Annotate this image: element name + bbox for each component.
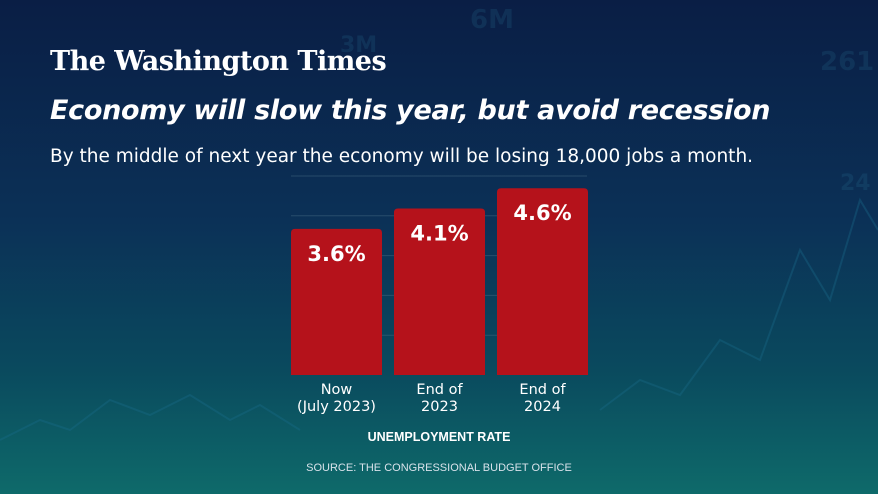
headline: Economy will slow this year, but avoid r… [50, 95, 771, 126]
svg-text:261: 261 [820, 47, 874, 77]
bar-value-label-1: 3.6% [307, 242, 365, 266]
x-tick-label-2: 2023 [421, 399, 458, 415]
svg-text:3M: 3M [340, 33, 377, 58]
bar-3 [497, 188, 588, 375]
bar-value-label-3: 4.6% [513, 201, 571, 225]
masthead-logo: The Washington Times [50, 46, 387, 77]
source-note: SOURCE: THE CONGRESSIONAL BUDGET OFFICE [306, 462, 572, 474]
x-tick-label-3: 2024 [524, 399, 561, 415]
x-tick-label-1: (July 2023) [297, 399, 376, 415]
svg-text:24: 24 [840, 171, 871, 196]
x-axis-title: UNEMPLOYMENT RATE [367, 430, 511, 444]
subhead: By the middle of next year the economy w… [50, 146, 754, 167]
bar-1 [291, 228, 382, 375]
x-tick-label-2: End of [416, 382, 463, 398]
svg-text:6M: 6M [470, 5, 514, 35]
x-tick-label-1: Now [321, 382, 353, 398]
bar-2 [394, 208, 485, 375]
bar-value-label-2: 4.1% [410, 222, 468, 246]
x-tick-label-3: End of [519, 382, 566, 398]
